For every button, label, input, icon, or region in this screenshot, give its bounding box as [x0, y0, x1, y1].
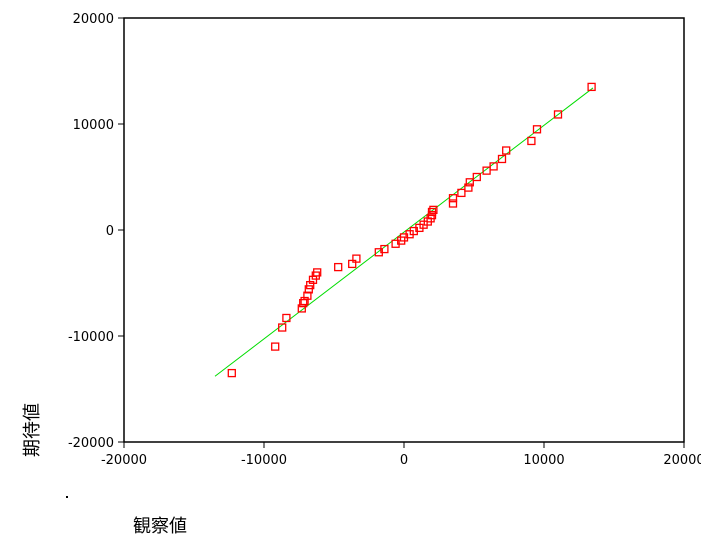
data-point [472, 172, 481, 182]
data-point [532, 125, 542, 134]
data-point [304, 285, 313, 294]
x-tick-label: -20000 [101, 453, 147, 468]
data-point [527, 136, 536, 146]
data-point [308, 275, 318, 284]
data-point [334, 262, 343, 272]
y-tick-label: -20000 [68, 436, 114, 451]
y-tick-label: 0 [106, 224, 114, 239]
data-point [313, 268, 322, 277]
data-point [300, 296, 309, 306]
data-point [299, 298, 308, 308]
data-point [348, 259, 357, 269]
plot-frame [123, 17, 685, 443]
reference-line [214, 87, 594, 377]
x-tick-label: 0 [400, 453, 408, 468]
data-point [587, 82, 596, 92]
data-point [448, 194, 458, 203]
x-tick-label: 20000 [663, 453, 701, 468]
y-tick-label: -10000 [68, 330, 114, 345]
data-point [553, 110, 563, 119]
data-point [482, 166, 491, 175]
axis-ticks: -20000 -10000 0 10000 20000 -20000 -10000 0 1000… [68, 12, 701, 468]
data-point [497, 154, 507, 164]
data-point [380, 244, 389, 254]
data-point [282, 313, 291, 323]
data-point [427, 207, 437, 217]
data-point [227, 368, 236, 378]
y-axis-title: 期待値 [22, 403, 43, 457]
x-tick-label: 10000 [523, 453, 564, 468]
data-point [464, 183, 473, 192]
data-point [352, 254, 361, 263]
data-point [278, 323, 287, 332]
data-point [271, 342, 280, 351]
data-point [306, 280, 315, 290]
y-tick-label: 20000 [73, 12, 114, 27]
data-point [429, 205, 438, 215]
data-point [465, 178, 474, 187]
data-point [448, 199, 458, 208]
data-point [457, 188, 466, 198]
data-points [227, 82, 596, 378]
stray-dot-mark [66, 496, 68, 498]
data-point [502, 146, 511, 155]
x-axis-title: 観察値 [133, 516, 187, 537]
x-tick-label: -10000 [241, 453, 287, 468]
y-tick-label: 10000 [73, 118, 114, 133]
data-point [489, 162, 498, 171]
